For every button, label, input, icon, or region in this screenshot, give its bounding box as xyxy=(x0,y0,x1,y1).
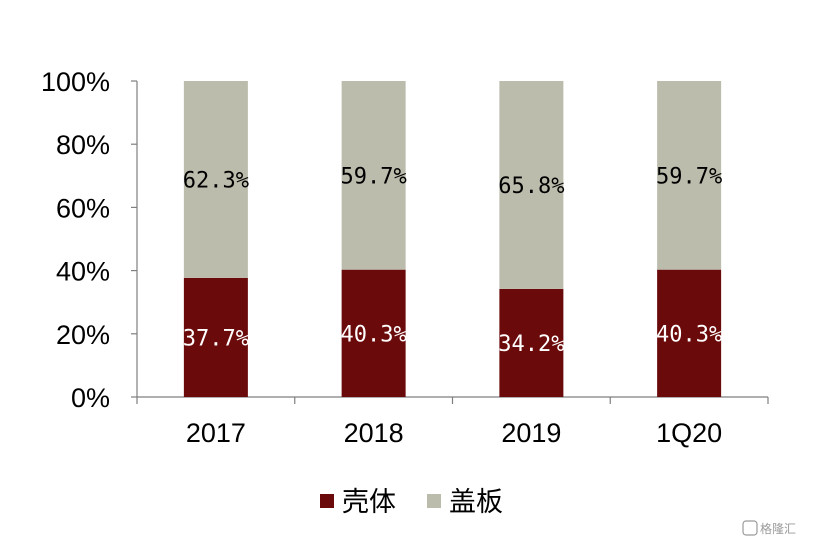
legend-swatch xyxy=(320,494,334,508)
data-label: 34.2% xyxy=(498,332,564,357)
bar-segment-series-0 xyxy=(183,277,248,397)
data-label: 37.7% xyxy=(183,326,249,351)
y-tick-label: 0% xyxy=(71,383,110,413)
watermark-text: 格隆汇 xyxy=(760,521,796,536)
bars: 37.7% 62.3% 40.3% 59.7% 34.2% 65.8% 40.3% 59.7% xyxy=(183,81,722,397)
x-tick-label: 2019 xyxy=(501,418,561,448)
bar-segment-series-0 xyxy=(657,269,722,397)
data-label: 59.7% xyxy=(656,164,722,189)
y-tick-label: 80% xyxy=(56,130,110,160)
bar-segment-series-1 xyxy=(341,81,406,270)
bar-segment-series-1 xyxy=(183,81,248,278)
data-label: 40.3% xyxy=(656,322,722,347)
x-tick-label: 1Q20 xyxy=(656,418,722,448)
bar-segment-series-1 xyxy=(657,81,722,270)
watermark-logo-icon xyxy=(742,520,758,536)
y-tick-label: 60% xyxy=(56,193,110,223)
watermark: 格隆汇 xyxy=(742,520,796,536)
legend-label: 盖板 xyxy=(449,487,503,518)
legend-label: 壳体 xyxy=(342,487,396,518)
x-axis: 2017 2018 2019 1Q20 xyxy=(136,396,769,448)
y-axis: 0% 20% 40% 60% 80% 100% xyxy=(41,67,138,413)
bar-segment-series-1 xyxy=(499,81,564,289)
y-tick-label: 100% xyxy=(41,67,110,97)
bar-segment-series-0 xyxy=(499,288,564,397)
y-tick-label: 40% xyxy=(56,257,110,287)
x-tick-label: 2018 xyxy=(344,418,404,448)
x-tick-label: 2017 xyxy=(186,418,246,448)
data-label: 62.3% xyxy=(183,168,249,193)
bar-segment-series-0 xyxy=(341,269,406,397)
data-label: 40.3% xyxy=(341,322,407,347)
data-label: 59.7% xyxy=(341,164,407,189)
data-label: 65.8% xyxy=(498,174,564,199)
legend-swatch xyxy=(427,494,441,508)
y-tick-label: 20% xyxy=(56,320,110,350)
legend: 壳体 盖板 xyxy=(320,487,503,518)
